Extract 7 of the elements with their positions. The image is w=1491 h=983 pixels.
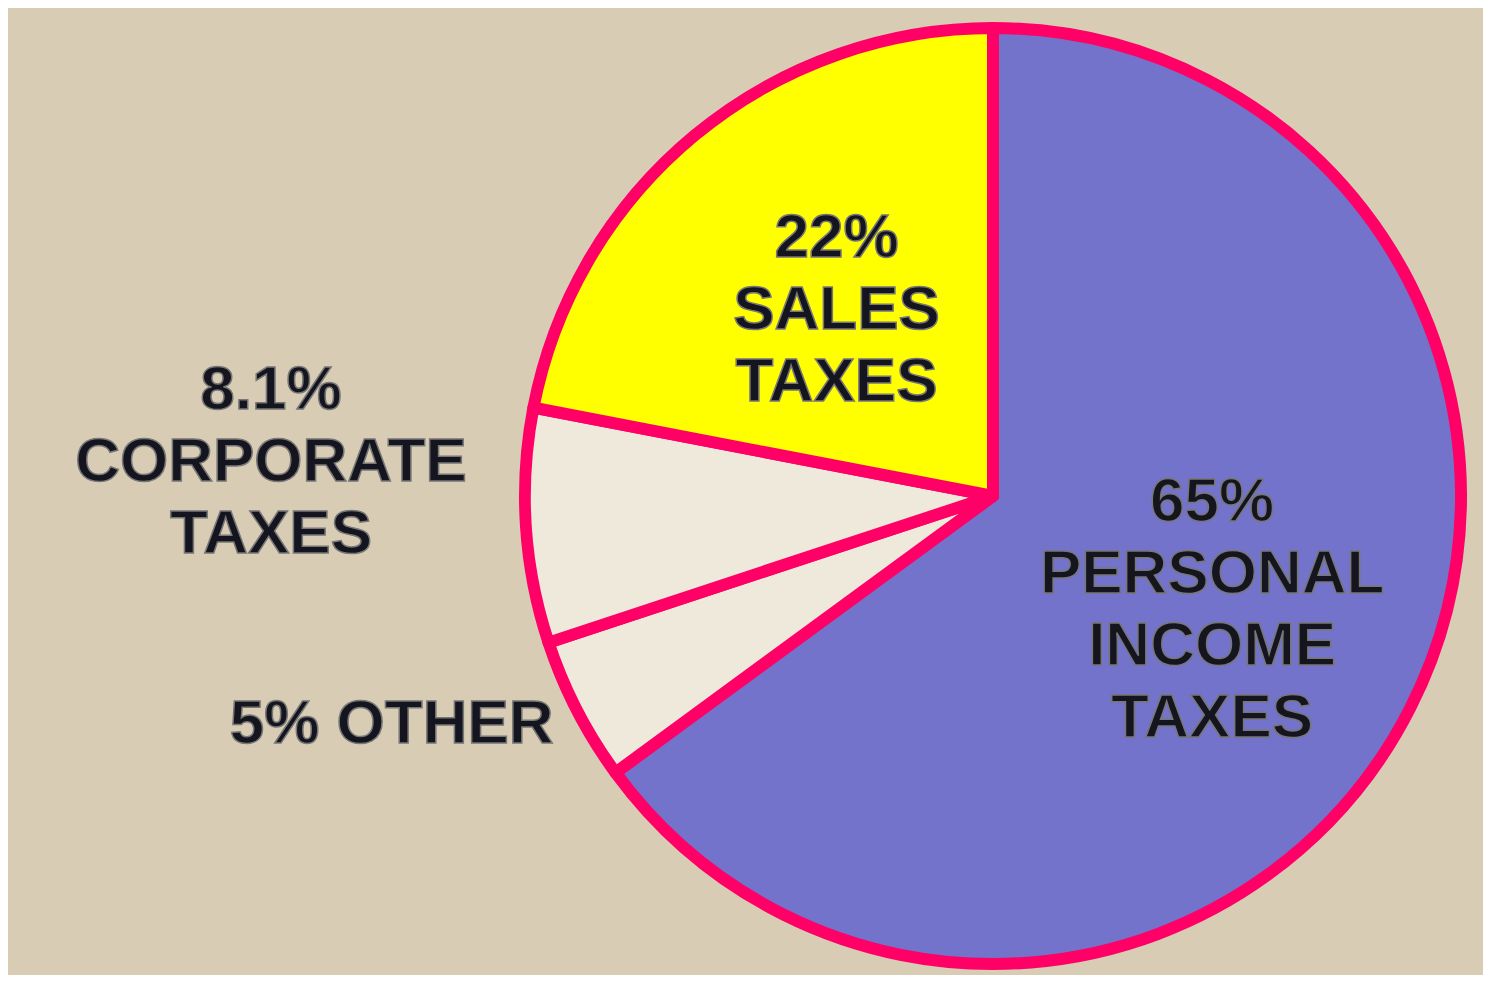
data-label: 8.1% — [200, 353, 342, 423]
slice-label: PERSONAL INCOME TAXES — [1039, 537, 1385, 751]
slice-label: CORPORATE TAXES — [75, 425, 467, 567]
data-label: 65% — [1150, 465, 1275, 535]
slice-label: 5% OTHER — [229, 687, 554, 757]
slice-label: SALES TAXES — [733, 272, 940, 414]
data-label: 22% — [774, 200, 899, 270]
